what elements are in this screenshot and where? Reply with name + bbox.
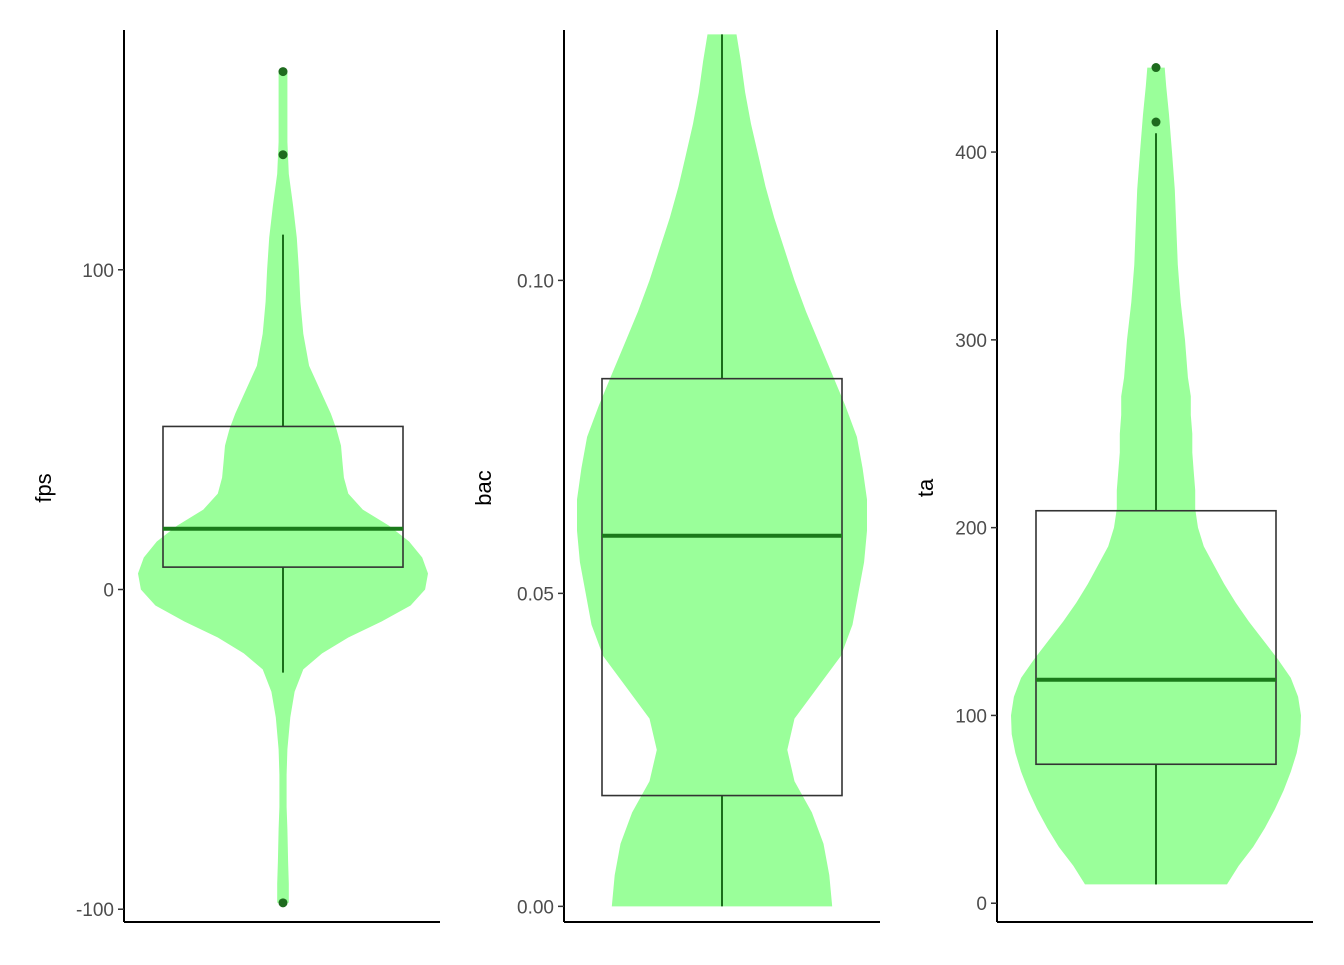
y-axis-title: bac [471, 470, 496, 505]
violin-shape [577, 34, 867, 907]
y-tick-label: 400 [955, 143, 987, 164]
y-tick-label: 300 [955, 331, 987, 352]
y-tick-label: 100 [82, 261, 114, 282]
y-axis-title: fps [31, 473, 56, 502]
outlier-point [278, 67, 288, 77]
y-tick-label: -100 [76, 900, 114, 921]
y-tick-label: 0 [103, 580, 114, 601]
y-tick-label: 0.10 [517, 271, 554, 292]
y-tick-label: 0 [976, 894, 987, 915]
box-iqr [601, 377, 843, 797]
panel-bac: 0.00 0.05 0.10 bac [471, 30, 880, 923]
outlier-point [278, 150, 288, 160]
outlier-point [1151, 63, 1161, 73]
outlier-point [1151, 117, 1161, 127]
panel-fps: -100 0 100 fps [31, 30, 440, 923]
y-tick-label: 200 [955, 519, 987, 540]
violin-shape [138, 71, 428, 903]
y-tick-label: 100 [955, 706, 987, 727]
y-tick-label: 0.05 [517, 584, 554, 605]
panel-ta: 0 100 200 300 400 ta [913, 30, 1313, 923]
outlier-point [278, 898, 288, 908]
box-iqr [1035, 509, 1277, 766]
y-tick-label: 0.00 [517, 897, 554, 918]
y-axis-title: ta [913, 478, 938, 497]
box-iqr [162, 425, 404, 568]
